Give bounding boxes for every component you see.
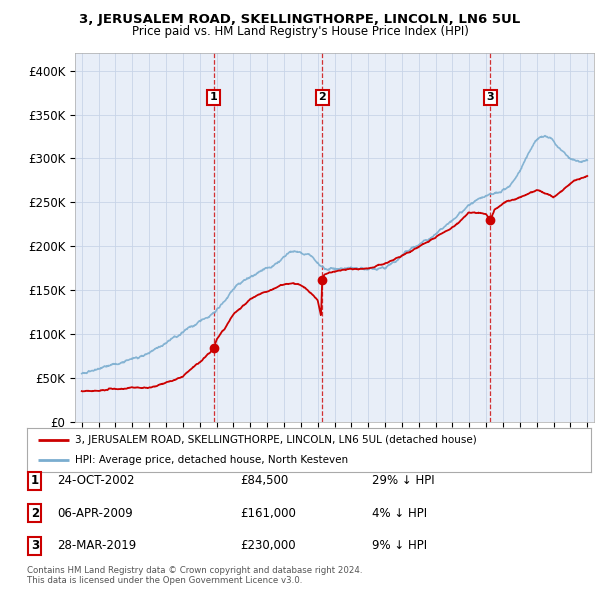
Text: 28-MAR-2019: 28-MAR-2019 (57, 539, 136, 552)
Text: HPI: Average price, detached house, North Kesteven: HPI: Average price, detached house, Nort… (75, 455, 348, 464)
Text: 2: 2 (319, 93, 326, 102)
Text: This data is licensed under the Open Government Licence v3.0.: This data is licensed under the Open Gov… (27, 576, 302, 585)
Text: 29% ↓ HPI: 29% ↓ HPI (372, 474, 434, 487)
Text: 3, JERUSALEM ROAD, SKELLINGTHORPE, LINCOLN, LN6 5UL (detached house): 3, JERUSALEM ROAD, SKELLINGTHORPE, LINCO… (75, 435, 476, 445)
Text: 3, JERUSALEM ROAD, SKELLINGTHORPE, LINCOLN, LN6 5UL: 3, JERUSALEM ROAD, SKELLINGTHORPE, LINCO… (79, 13, 521, 26)
Text: £161,000: £161,000 (240, 507, 296, 520)
Text: £230,000: £230,000 (240, 539, 296, 552)
Text: 9% ↓ HPI: 9% ↓ HPI (372, 539, 427, 552)
Text: £84,500: £84,500 (240, 474, 288, 487)
Text: 2: 2 (31, 507, 39, 520)
Text: 4% ↓ HPI: 4% ↓ HPI (372, 507, 427, 520)
Text: 24-OCT-2002: 24-OCT-2002 (57, 474, 134, 487)
Text: 3: 3 (31, 539, 39, 552)
Text: 1: 1 (209, 93, 217, 102)
Text: 1: 1 (31, 474, 39, 487)
Text: 3: 3 (487, 93, 494, 102)
Text: Price paid vs. HM Land Registry's House Price Index (HPI): Price paid vs. HM Land Registry's House … (131, 25, 469, 38)
Text: 06-APR-2009: 06-APR-2009 (57, 507, 133, 520)
Text: Contains HM Land Registry data © Crown copyright and database right 2024.: Contains HM Land Registry data © Crown c… (27, 566, 362, 575)
